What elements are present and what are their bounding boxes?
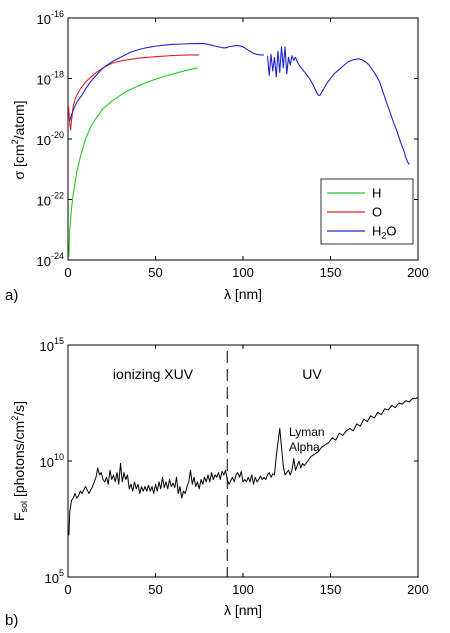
panel-a-y-tick-label: 10-16 (37, 9, 64, 27)
panel-a-x-ticks: 0 50 100 150 200 (64, 18, 429, 280)
panel-a-chart: 0 50 100 150 200 10-16 10-18 10-20 10-22 10-24 H… (5, 9, 429, 304)
panel-b-plot-frame (67, 344, 419, 578)
panel-b-y-tick-label: 1010 (40, 452, 64, 470)
panel-a-y-tick-label: 10-22 (37, 191, 64, 209)
panel-a-y-tick-label: 10-24 (37, 251, 64, 269)
panel-b-y-ticks: 1015 1010 105 (40, 336, 418, 586)
panel-b-x-ticks: 0 50 100 150 200 (64, 345, 429, 597)
panel-b-chart: 0 50 100 150 200 1015 1010 105 ionizing XUV UV… (5, 336, 429, 629)
panel-a-y-ticks: 10-16 10-18 10-20 10-22 10-24 (37, 9, 418, 269)
panel-b-x-tick-label: 200 (407, 582, 429, 597)
annotation-uv: UV (302, 366, 322, 382)
annotation-ionizing-xuv: ionizing XUV (113, 366, 194, 382)
panel-b-x-tick-label: 0 (64, 582, 71, 597)
panel-b-x-tick-label: 50 (148, 582, 162, 597)
panel-a-label: a) (5, 287, 18, 304)
panel-a-series-group (67, 42, 410, 257)
panel-b-y-tick-label: 1015 (40, 336, 64, 354)
series-h-line (68, 67, 198, 257)
panel-a-legend: H O H2O (320, 178, 414, 245)
legend-label-h: H (372, 186, 381, 201)
annotation-lyman: Lyman (289, 425, 325, 439)
panel-a-y-axis-label: σ [cm2/atom] (10, 100, 27, 179)
series-o-line (67, 54, 200, 131)
panel-b-series-group (68, 396, 419, 536)
annotation-alpha: Alpha (289, 440, 320, 454)
series-h2o-line (69, 42, 264, 122)
panel-a-y-tick-label: 10-18 (37, 70, 64, 88)
panel-b-x-axis-label: λ [nm] (224, 602, 262, 618)
panel-a-x-tick-label: 150 (320, 265, 342, 280)
series-h2o-line (266, 46, 410, 165)
panel-a-x-tick-label: 0 (64, 265, 71, 280)
legend-label-o: O (372, 205, 382, 220)
panel-b-y-tick-label: 105 (45, 568, 64, 586)
panel-a-x-tick-label: 100 (232, 265, 254, 280)
panel-a-x-tick-label: 50 (148, 265, 162, 280)
panel-b-x-tick-label: 150 (320, 582, 342, 597)
legend-label-h2o: H2O (372, 224, 397, 241)
panel-a-x-tick-label: 200 (407, 265, 429, 280)
panel-a-y-tick-label: 10-20 (37, 130, 64, 148)
panel-a-x-axis-label: λ [nm] (224, 286, 262, 302)
panel-b-label: b) (5, 612, 18, 629)
solar-flux-line (68, 396, 419, 536)
panel-b-y-axis-label: Fsol [photons/cm2/s] (10, 401, 29, 521)
panel-b-x-tick-label: 100 (232, 582, 254, 597)
